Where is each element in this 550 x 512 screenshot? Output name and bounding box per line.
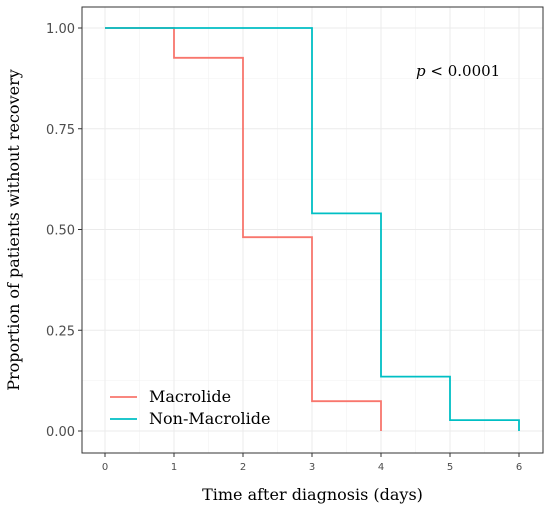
x-tick-label: 6 xyxy=(516,462,522,473)
y-tick-label: 0.75 xyxy=(46,123,75,138)
x-tick-label: 0 xyxy=(102,462,108,473)
y-axis-title: Proportion of patients without recovery xyxy=(4,69,23,391)
x-tick-label: 2 xyxy=(240,462,246,473)
series-line-non-macrolide xyxy=(105,27,520,431)
x-axis-title: Time after diagnosis (days) xyxy=(202,485,423,504)
legend-label-non-macrolide: Non-Macrolide xyxy=(149,409,270,428)
y-tick-label: 1.00 xyxy=(46,22,75,37)
y-tick-label: 0.50 xyxy=(46,224,75,239)
x-tick-label: 4 xyxy=(378,462,384,473)
series-lines xyxy=(105,27,520,431)
axis-ticks: 0 1 2 3 4 5 6 0.00 0.25 0.50 0.75 1.00 xyxy=(46,22,522,473)
x-tick-label: 5 xyxy=(447,462,453,473)
legend-label-macrolide: Macrolide xyxy=(149,387,231,406)
y-tick-label: 0.00 xyxy=(46,425,75,440)
x-tick-label: 1 xyxy=(171,462,177,473)
x-tick-label: 3 xyxy=(309,462,315,473)
p-value-text: < 0.0001 xyxy=(426,62,501,80)
p-value-symbol: p xyxy=(416,62,426,80)
series-line-macrolide xyxy=(105,27,382,431)
y-tick-label: 0.25 xyxy=(46,324,75,339)
p-value-annotation: p < 0.0001 xyxy=(416,62,500,80)
legend: Macrolide Non-Macrolide xyxy=(110,387,270,428)
